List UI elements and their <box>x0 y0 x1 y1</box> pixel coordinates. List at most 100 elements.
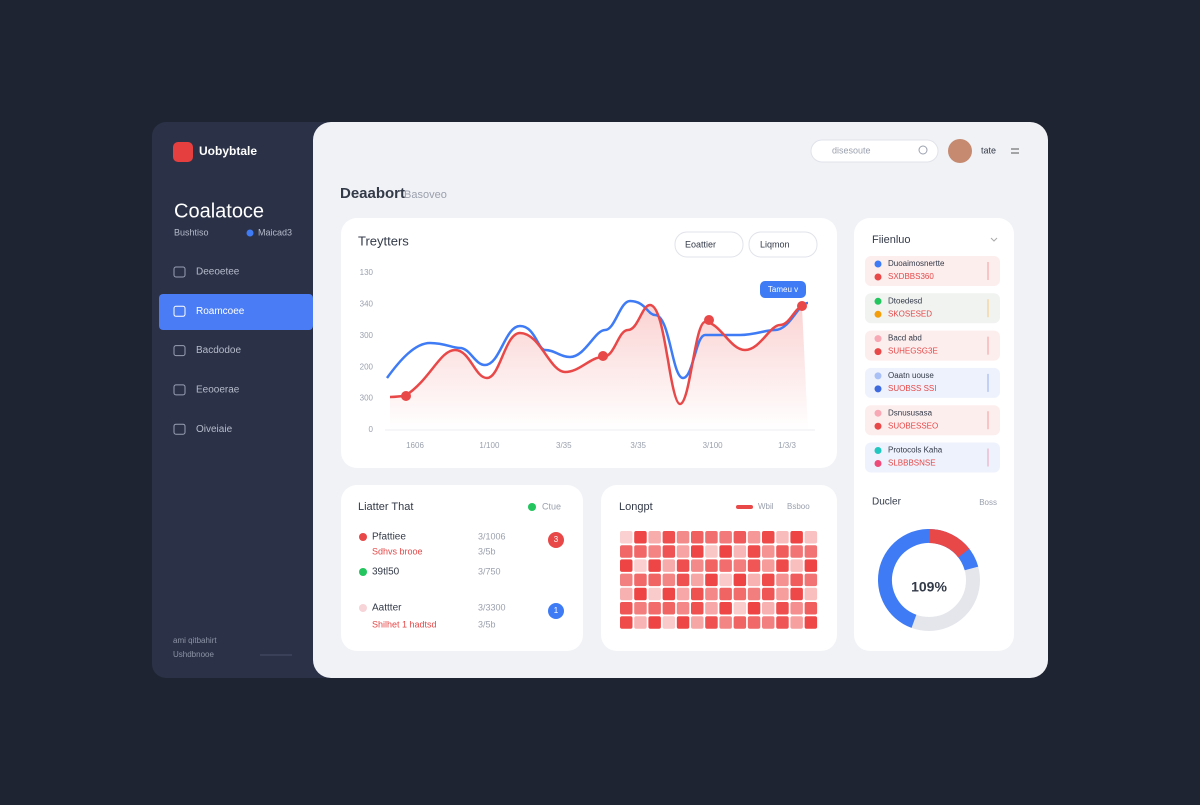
y-label: 200 <box>360 362 374 371</box>
list-item[interactable] <box>865 293 1000 324</box>
heat-cell <box>719 616 732 629</box>
heat-cell <box>662 616 676 629</box>
nav-icon <box>173 423 186 435</box>
heat-cell <box>762 559 775 572</box>
heat-cell <box>804 573 818 587</box>
menu-icon[interactable] <box>1011 148 1019 154</box>
card-title: Longpt <box>619 501 653 513</box>
nav-active[interactable] <box>159 294 313 330</box>
heat-cell <box>620 616 633 629</box>
brand: Uobybtale <box>199 144 257 158</box>
button[interactable] <box>748 231 818 258</box>
nav-item[interactable]: Eeooerae <box>196 385 240 396</box>
heat-cell <box>776 587 789 601</box>
legend-label: Wbil <box>758 502 774 511</box>
heat-cell <box>691 545 704 558</box>
heat-cell <box>790 616 803 629</box>
heat-cell <box>804 616 818 629</box>
heat-cell <box>747 573 761 587</box>
nav-icon <box>173 384 186 396</box>
heat-cell <box>634 559 647 572</box>
list-item[interactable] <box>865 405 1000 436</box>
heat-cell <box>648 616 661 629</box>
dot <box>874 409 882 417</box>
badge-text: 3 <box>554 535 559 544</box>
dot <box>874 335 882 343</box>
row-name: Pfattiee <box>372 532 406 543</box>
dot <box>874 273 882 281</box>
list-item[interactable] <box>865 256 1000 286</box>
heat-cell <box>762 531 775 544</box>
y-label: 130 <box>360 268 374 277</box>
avatar[interactable] <box>948 139 972 163</box>
heat-cell <box>719 545 732 558</box>
nav-item[interactable]: Roamcoee <box>196 306 245 317</box>
heat-cell <box>662 545 676 558</box>
heat-cell <box>776 616 789 629</box>
heat-cell <box>620 531 633 544</box>
card-title: Treytters <box>358 233 409 248</box>
point <box>704 315 714 325</box>
heat-cell <box>747 545 761 558</box>
nav-item[interactable]: Bacdodoe <box>196 345 241 356</box>
heat-cell <box>620 573 633 587</box>
x-label: 1606 <box>406 441 424 450</box>
item-code: SLBBBSNSE <box>888 459 936 468</box>
heat-cell <box>620 545 633 558</box>
heat-cell <box>676 616 690 629</box>
legend-swatch <box>736 505 753 509</box>
heat-cell <box>719 559 732 572</box>
heat-cell <box>620 587 633 601</box>
card-title: Fiienluo <box>872 234 911 246</box>
dot <box>874 260 882 268</box>
page-title: Deaabort <box>340 185 405 202</box>
heat-cell <box>790 602 803 615</box>
point <box>797 301 807 311</box>
list-item[interactable] <box>865 367 1000 398</box>
heat-cell <box>634 545 647 558</box>
chevron[interactable] <box>990 237 998 242</box>
dot <box>359 533 367 541</box>
item-name: Bacd abd <box>888 334 922 343</box>
list-item[interactable] <box>865 330 1000 361</box>
heat-cell <box>804 531 818 544</box>
heat-cell <box>762 602 775 615</box>
donut-segment <box>878 529 980 631</box>
heat-cell <box>662 531 676 544</box>
row-value: 3/3300 <box>478 602 506 612</box>
heat-cell <box>676 531 690 544</box>
legend-label: Ctue <box>542 501 561 511</box>
heat-cell <box>676 573 690 587</box>
heat-cell <box>691 573 704 587</box>
row-value: 3/1006 <box>478 531 506 541</box>
user-name: tate <box>981 145 996 155</box>
heat-cell <box>705 545 718 558</box>
heat-cell <box>705 559 718 572</box>
row-note: Shilhet 1 hadtsd <box>372 619 437 629</box>
button[interactable] <box>674 231 744 258</box>
heat-cell <box>776 602 789 615</box>
heat-cell <box>662 573 676 587</box>
heat-cell <box>762 545 775 558</box>
heat-cell <box>648 531 661 544</box>
heat-cell <box>648 545 661 558</box>
list-item[interactable] <box>865 442 1000 473</box>
line-blue <box>385 299 809 380</box>
search-box[interactable] <box>810 139 939 163</box>
item-name: Protocols Kaha <box>888 446 943 455</box>
nav-item[interactable]: Deeoetee <box>196 267 240 278</box>
item-code: SUOBESSEO <box>888 421 938 430</box>
badge <box>548 532 564 548</box>
x-label: 3/35 <box>630 441 646 450</box>
heat-cell <box>733 602 747 615</box>
heat-cell <box>733 587 747 601</box>
heat-cell <box>705 587 718 601</box>
heat-cell <box>776 573 789 587</box>
heat-cell <box>762 616 775 629</box>
heat-cell <box>634 573 647 587</box>
heat-cell <box>676 602 690 615</box>
heat-cell <box>747 587 761 601</box>
heat-cell <box>691 587 704 601</box>
nav-item[interactable]: Oiveiaie <box>196 424 233 435</box>
